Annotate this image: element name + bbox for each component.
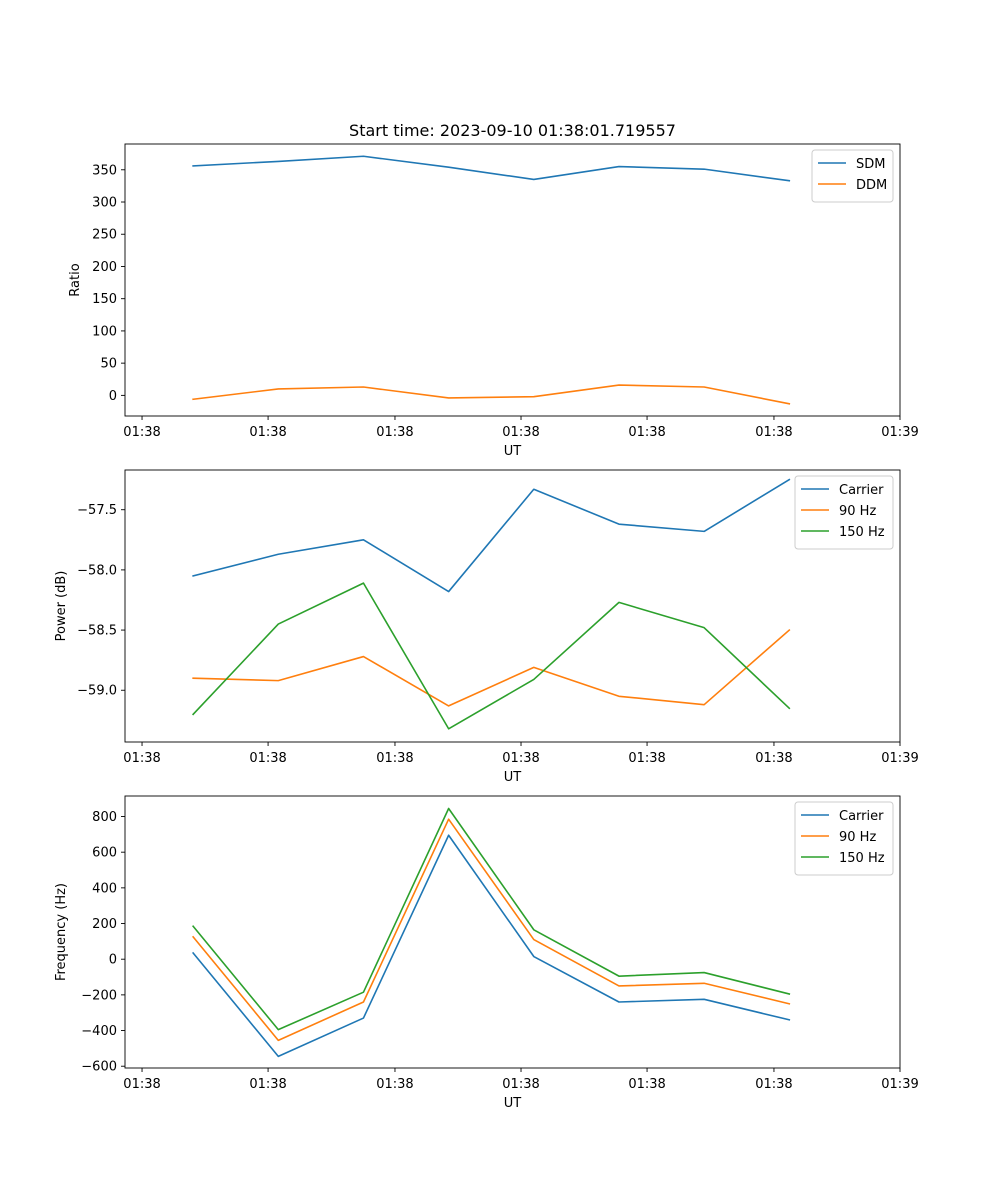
y-axis-label: Ratio — [68, 263, 83, 296]
chart-panel-3: 01:38 01:38 01:38 01:38 01:38 01:38 01:39 −600 −… — [54, 795, 919, 1111]
y-tick-label: 150 — [92, 292, 117, 307]
axes-frame — [124, 143, 901, 417]
series-line-90-hz — [192, 628, 791, 707]
y-axis-label: Power (dB) — [54, 571, 69, 642]
y-tick-label: 350 — [92, 163, 117, 178]
figure-title: Start time: 2023-09-10 01:38:01.719557 — [349, 121, 676, 140]
series-line-carrier — [192, 834, 791, 1058]
axes-frame — [124, 469, 901, 743]
legend: SDM DDM — [811, 149, 894, 203]
y-tick-label: 600 — [92, 846, 117, 861]
x-tick-label: 01:38 — [249, 1077, 286, 1092]
legend-label: 150 Hz — [839, 525, 885, 540]
y-tick-label: 400 — [92, 881, 117, 896]
series-line-carrier — [192, 478, 791, 593]
legend-label: 90 Hz — [839, 504, 876, 519]
x-tick-label: 01:39 — [881, 425, 918, 440]
x-tick-label: 01:38 — [628, 425, 665, 440]
axes-frame — [124, 795, 901, 1069]
x-tick-label: 01:38 — [755, 751, 792, 766]
y-tick-label: −58.5 — [77, 624, 117, 639]
y-tick-label: 250 — [92, 228, 117, 243]
legend-label: 150 Hz — [839, 851, 885, 866]
legend: Carrier 90 Hz 150 Hz — [794, 475, 894, 550]
x-tick-label: 01:38 — [249, 751, 286, 766]
y-tick-label: −57.5 — [77, 503, 117, 518]
series-line-150-hz — [192, 807, 791, 1031]
x-tick-label: 01:38 — [502, 1077, 539, 1092]
legend-label: SDM — [856, 157, 885, 172]
y-tick-label: 100 — [92, 324, 117, 339]
y-tick-label: 0 — [109, 389, 117, 404]
legend-label: 90 Hz — [839, 830, 876, 845]
x-tick-label: 01:38 — [755, 1077, 792, 1092]
x-tick-label: 01:38 — [376, 425, 413, 440]
series-line-ddm — [192, 384, 791, 405]
x-tick-label: 01:39 — [881, 751, 918, 766]
chart-panel-2: 01:38 01:38 01:38 01:38 01:38 01:38 01:39 −59.0… — [54, 469, 919, 785]
series-line-90-hz — [192, 818, 791, 1042]
x-tick-label: 01:38 — [249, 425, 286, 440]
legend-label: Carrier — [839, 483, 884, 498]
x-tick-label: 01:38 — [628, 1077, 665, 1092]
x-tick-label: 01:38 — [502, 425, 539, 440]
y-tick-label: 0 — [109, 953, 117, 968]
series-line-150-hz — [191, 582, 791, 730]
legend-label: Carrier — [839, 809, 884, 824]
chart-panel-1: 01:38 01:38 01:38 01:38 01:38 01:38 01:39 0 50 10… — [68, 143, 919, 459]
x-axis-label: UT — [504, 1096, 522, 1111]
y-tick-label: −400 — [81, 1024, 117, 1039]
x-tick-label: 01:38 — [123, 1077, 160, 1092]
y-tick-label: −600 — [81, 1060, 117, 1075]
x-tick-label: 01:38 — [502, 751, 539, 766]
y-tick-label: 50 — [100, 357, 117, 372]
y-tick-label: 200 — [92, 260, 117, 275]
y-tick-label: 200 — [92, 917, 117, 932]
x-tick-label: 01:38 — [628, 751, 665, 766]
x-tick-label: 01:38 — [123, 751, 160, 766]
legend-label: DDM — [856, 178, 887, 193]
x-tick-label: 01:38 — [123, 425, 160, 440]
y-tick-label: −59.0 — [77, 684, 117, 699]
x-tick-label: 01:39 — [881, 1077, 918, 1092]
series-line-sdm — [192, 155, 791, 182]
y-axis-label: Frequency (Hz) — [54, 883, 69, 981]
x-tick-label: 01:38 — [376, 751, 413, 766]
x-tick-label: 01:38 — [755, 425, 792, 440]
x-axis-label: UT — [504, 770, 522, 785]
legend: Carrier 90 Hz 150 Hz — [794, 801, 894, 876]
x-tick-label: 01:38 — [376, 1077, 413, 1092]
y-tick-label: 800 — [92, 810, 117, 825]
x-axis-label: UT — [504, 444, 522, 459]
y-tick-label: −58.0 — [77, 563, 117, 578]
y-tick-label: −200 — [81, 988, 117, 1003]
y-tick-label: 300 — [92, 196, 117, 211]
